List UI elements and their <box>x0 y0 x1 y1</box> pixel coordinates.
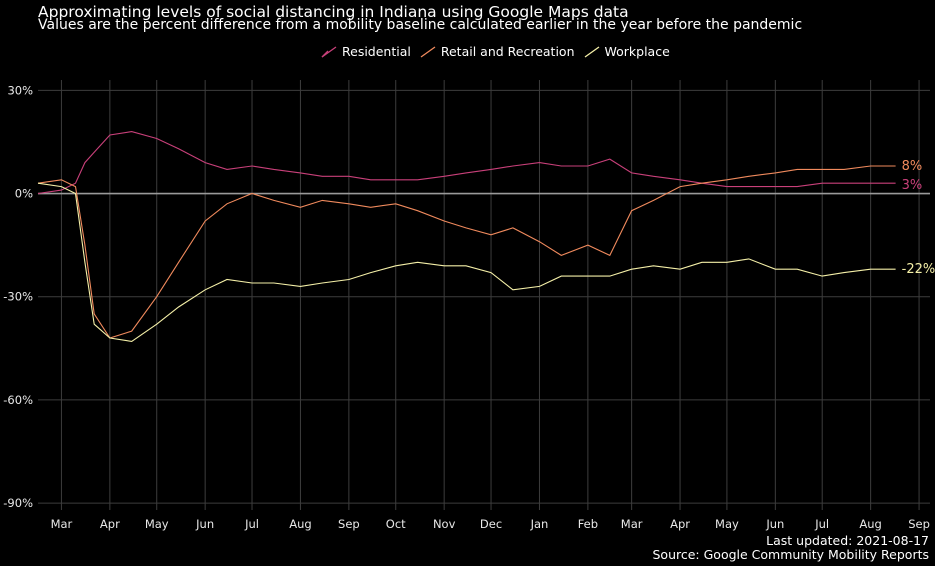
legend-item-workplace: Workplace <box>583 44 670 59</box>
x-tick-label: Apr <box>670 517 690 531</box>
legend-item-residential: Residential <box>320 44 411 59</box>
x-tick-label: Mar <box>621 517 643 531</box>
series-end-label: 3% <box>902 178 923 193</box>
x-tick-label: Aug <box>859 517 881 531</box>
legend-label-residential: Residential <box>342 44 411 59</box>
x-tick-label: Sep <box>908 517 930 531</box>
y-tick-label: -90% <box>3 496 33 510</box>
legend-label-retail: Retail and Recreation <box>440 44 575 59</box>
y-tick-label: -30% <box>3 290 33 304</box>
source-caption: Source: Google Community Mobility Report… <box>652 547 930 562</box>
x-tick-label: Jul <box>244 517 259 531</box>
series-end-label: -22% <box>902 262 935 277</box>
x-tick-label: Sep <box>338 517 360 531</box>
series-line-residential <box>37 131 896 195</box>
last-updated-caption: Last updated: 2021-08-17 <box>766 533 929 548</box>
series-line-workplace <box>37 182 896 342</box>
y-tick-label: 0% <box>15 187 33 201</box>
x-tick-label: Mar <box>51 517 73 531</box>
y-tick-label: 30% <box>7 83 33 97</box>
chart-subtitle: Values are the percent difference from a… <box>38 17 803 33</box>
series-line-retail-and-recreation <box>37 165 896 339</box>
x-tick-label: May <box>715 517 739 531</box>
chart-title: Approximating levels of social distancin… <box>38 3 629 21</box>
y-tick-label: -60% <box>3 393 33 407</box>
x-tick-label: Jun <box>195 517 214 531</box>
x-tick-label: Apr <box>100 517 120 531</box>
x-tick-label: Oct <box>386 517 406 531</box>
legend-key-retail <box>420 45 436 58</box>
x-tick-label: May <box>145 517 169 531</box>
legend-item-retail: Retail and Recreation <box>419 44 575 59</box>
x-tick-label: Aug <box>289 517 311 531</box>
x-tick-label: Jun <box>765 517 784 531</box>
legend-key-workplace <box>584 45 599 58</box>
chart-legend: Residential Retail and Recreation Workpl… <box>320 44 670 59</box>
x-tick-label: Nov <box>433 517 456 531</box>
legend-key-residential <box>321 45 337 58</box>
x-tick-label: Feb <box>578 517 598 531</box>
series-end-label: 8% <box>902 159 923 174</box>
x-tick-label: Dec <box>480 517 502 531</box>
legend-label-workplace: Workplace <box>604 44 670 59</box>
x-tick-label: Jul <box>814 517 829 531</box>
x-tick-label: Jan <box>530 517 549 531</box>
